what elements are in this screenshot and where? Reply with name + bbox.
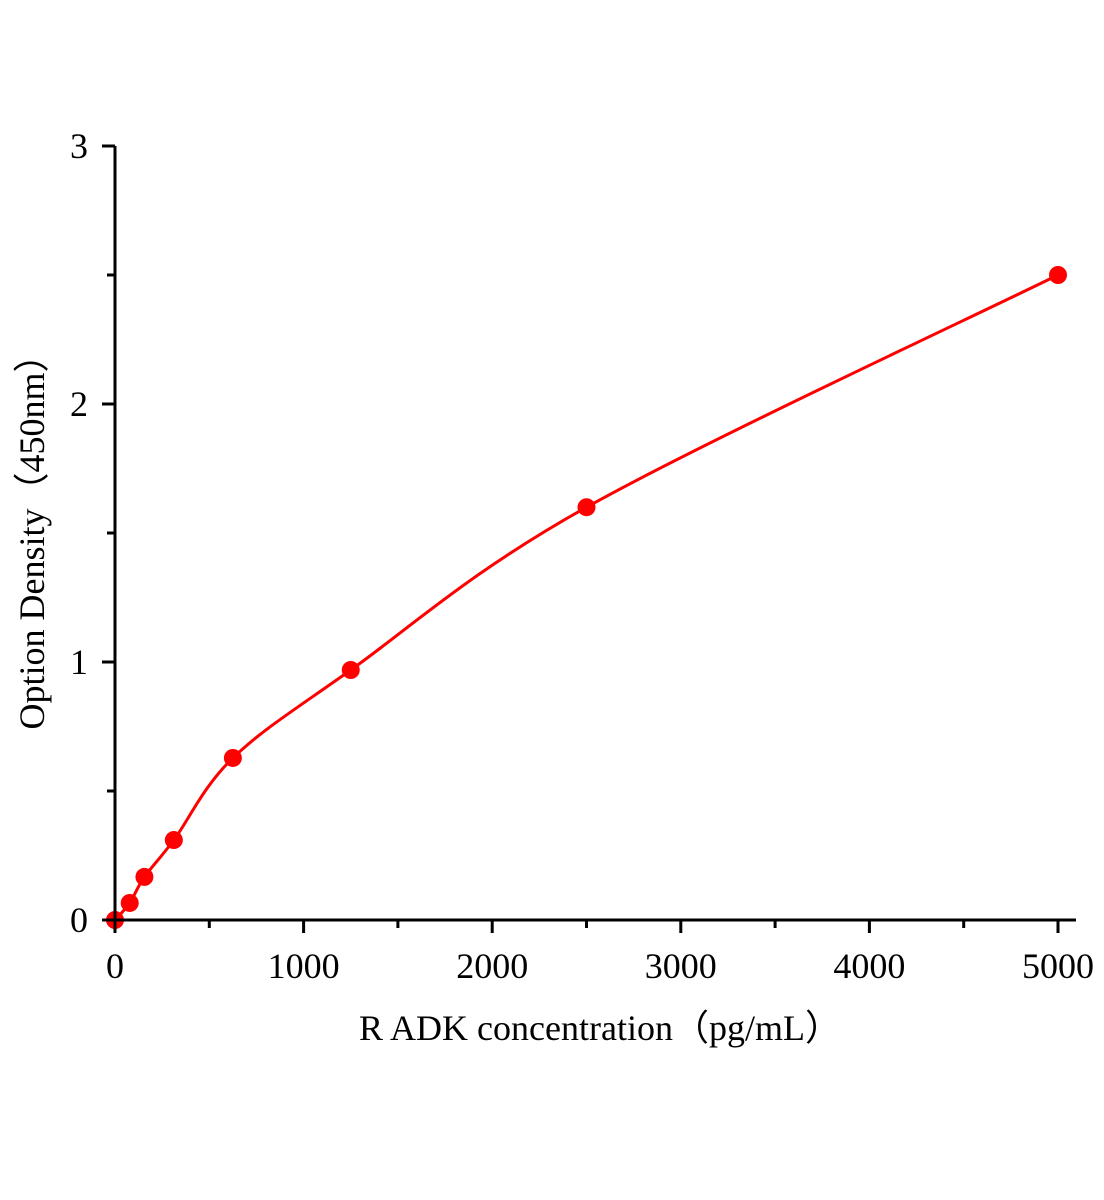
x-tick-label: 5000	[1022, 946, 1094, 986]
y-tick-label: 3	[70, 126, 88, 166]
x-tick-label: 1000	[268, 946, 340, 986]
fit-curve-layer	[113, 273, 1059, 921]
x-tick-label: 4000	[833, 946, 905, 986]
data-point	[223, 748, 242, 767]
axes: 0 1000 2000 3000 4000 5000 0 1 2 3	[70, 126, 1094, 986]
data-point	[1049, 266, 1067, 284]
y-axis-label: Option Density（450nm）	[12, 337, 52, 730]
x-axis-label: R ADK concentration（pg/mL）	[359, 1008, 841, 1048]
x-tick-label: 3000	[645, 946, 717, 986]
data-point	[135, 867, 154, 886]
data-points	[106, 266, 1067, 929]
x-tick-label: 0	[106, 946, 124, 986]
data-point	[164, 831, 183, 850]
x-tick-label: 2000	[456, 946, 528, 986]
y-tick-label: 2	[70, 384, 88, 424]
data-point	[120, 893, 139, 912]
data-point	[577, 498, 596, 517]
y-tick-label: 1	[70, 642, 88, 682]
data-point	[341, 660, 360, 679]
y-tick-label: 0	[70, 900, 88, 940]
fit-curve	[113, 273, 1059, 921]
